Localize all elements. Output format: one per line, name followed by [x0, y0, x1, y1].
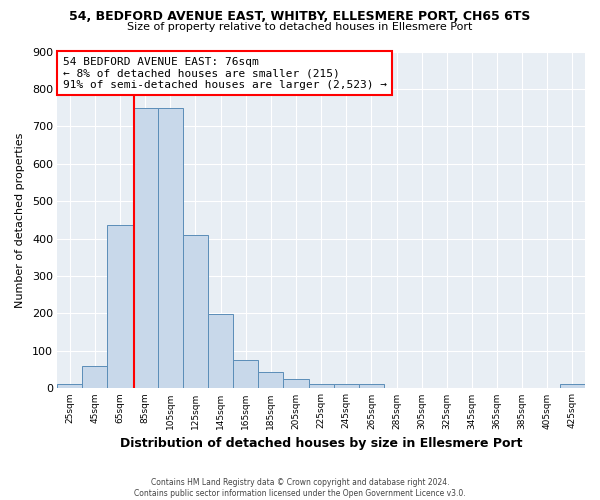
Bar: [283, 379, 308, 388]
Bar: [359, 384, 384, 388]
Text: Contains HM Land Registry data © Crown copyright and database right 2024.
Contai: Contains HM Land Registry data © Crown c…: [134, 478, 466, 498]
Bar: [233, 360, 258, 388]
Bar: [82, 366, 107, 388]
Text: Size of property relative to detached houses in Ellesmere Port: Size of property relative to detached ho…: [127, 22, 473, 32]
Bar: [183, 235, 208, 388]
Bar: [208, 314, 233, 388]
Bar: [308, 384, 334, 388]
Bar: [158, 108, 183, 388]
Bar: [133, 108, 158, 388]
Y-axis label: Number of detached properties: Number of detached properties: [15, 132, 25, 308]
Bar: [258, 372, 283, 388]
Text: 54 BEDFORD AVENUE EAST: 76sqm
← 8% of detached houses are smaller (215)
91% of s: 54 BEDFORD AVENUE EAST: 76sqm ← 8% of de…: [62, 56, 386, 90]
Bar: [57, 384, 82, 388]
Text: 54, BEDFORD AVENUE EAST, WHITBY, ELLESMERE PORT, CH65 6TS: 54, BEDFORD AVENUE EAST, WHITBY, ELLESME…: [70, 10, 530, 23]
Bar: [107, 226, 133, 388]
Bar: [560, 384, 585, 388]
X-axis label: Distribution of detached houses by size in Ellesmere Port: Distribution of detached houses by size …: [120, 437, 523, 450]
Bar: [334, 384, 359, 388]
